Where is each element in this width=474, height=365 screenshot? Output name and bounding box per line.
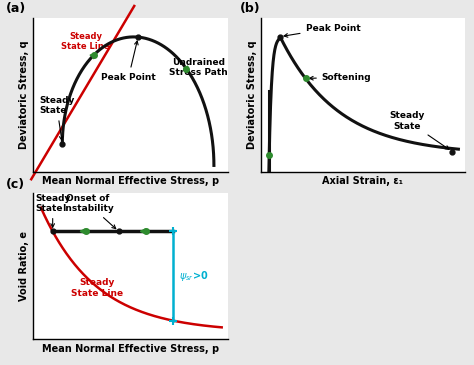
Text: Undrained
Stress Path: Undrained Stress Path [169,58,228,77]
X-axis label: Axial Strain, ε₁: Axial Strain, ε₁ [322,176,403,186]
Text: Steady
State: Steady State [39,96,74,140]
Y-axis label: Void Ratio, e: Void Ratio, e [19,231,29,301]
Text: Steady
State Line: Steady State Line [62,32,110,51]
Text: Peak Point: Peak Point [284,23,360,37]
Text: (c): (c) [6,178,25,191]
Y-axis label: Deviatoric Stress, q: Deviatoric Stress, q [246,41,256,149]
X-axis label: Mean Normal Effective Stress, p: Mean Normal Effective Stress, p [42,176,219,186]
Text: Steady
State: Steady State [390,111,449,149]
Text: (a): (a) [6,2,26,15]
Text: Steady
State: Steady State [35,193,71,227]
Text: (b): (b) [240,2,261,15]
Text: Steady
State Line: Steady State Line [71,278,123,297]
Text: Peak Point: Peak Point [101,41,156,81]
Y-axis label: Deviatoric Stress, q: Deviatoric Stress, q [19,41,29,149]
Text: Softening: Softening [310,73,372,81]
Text: Onset of
Instability: Onset of Instability [62,193,116,228]
Text: $\psi_{sr}$>0: $\psi_{sr}$>0 [179,269,209,283]
X-axis label: Mean Normal Effective Stress, p: Mean Normal Effective Stress, p [42,343,219,354]
